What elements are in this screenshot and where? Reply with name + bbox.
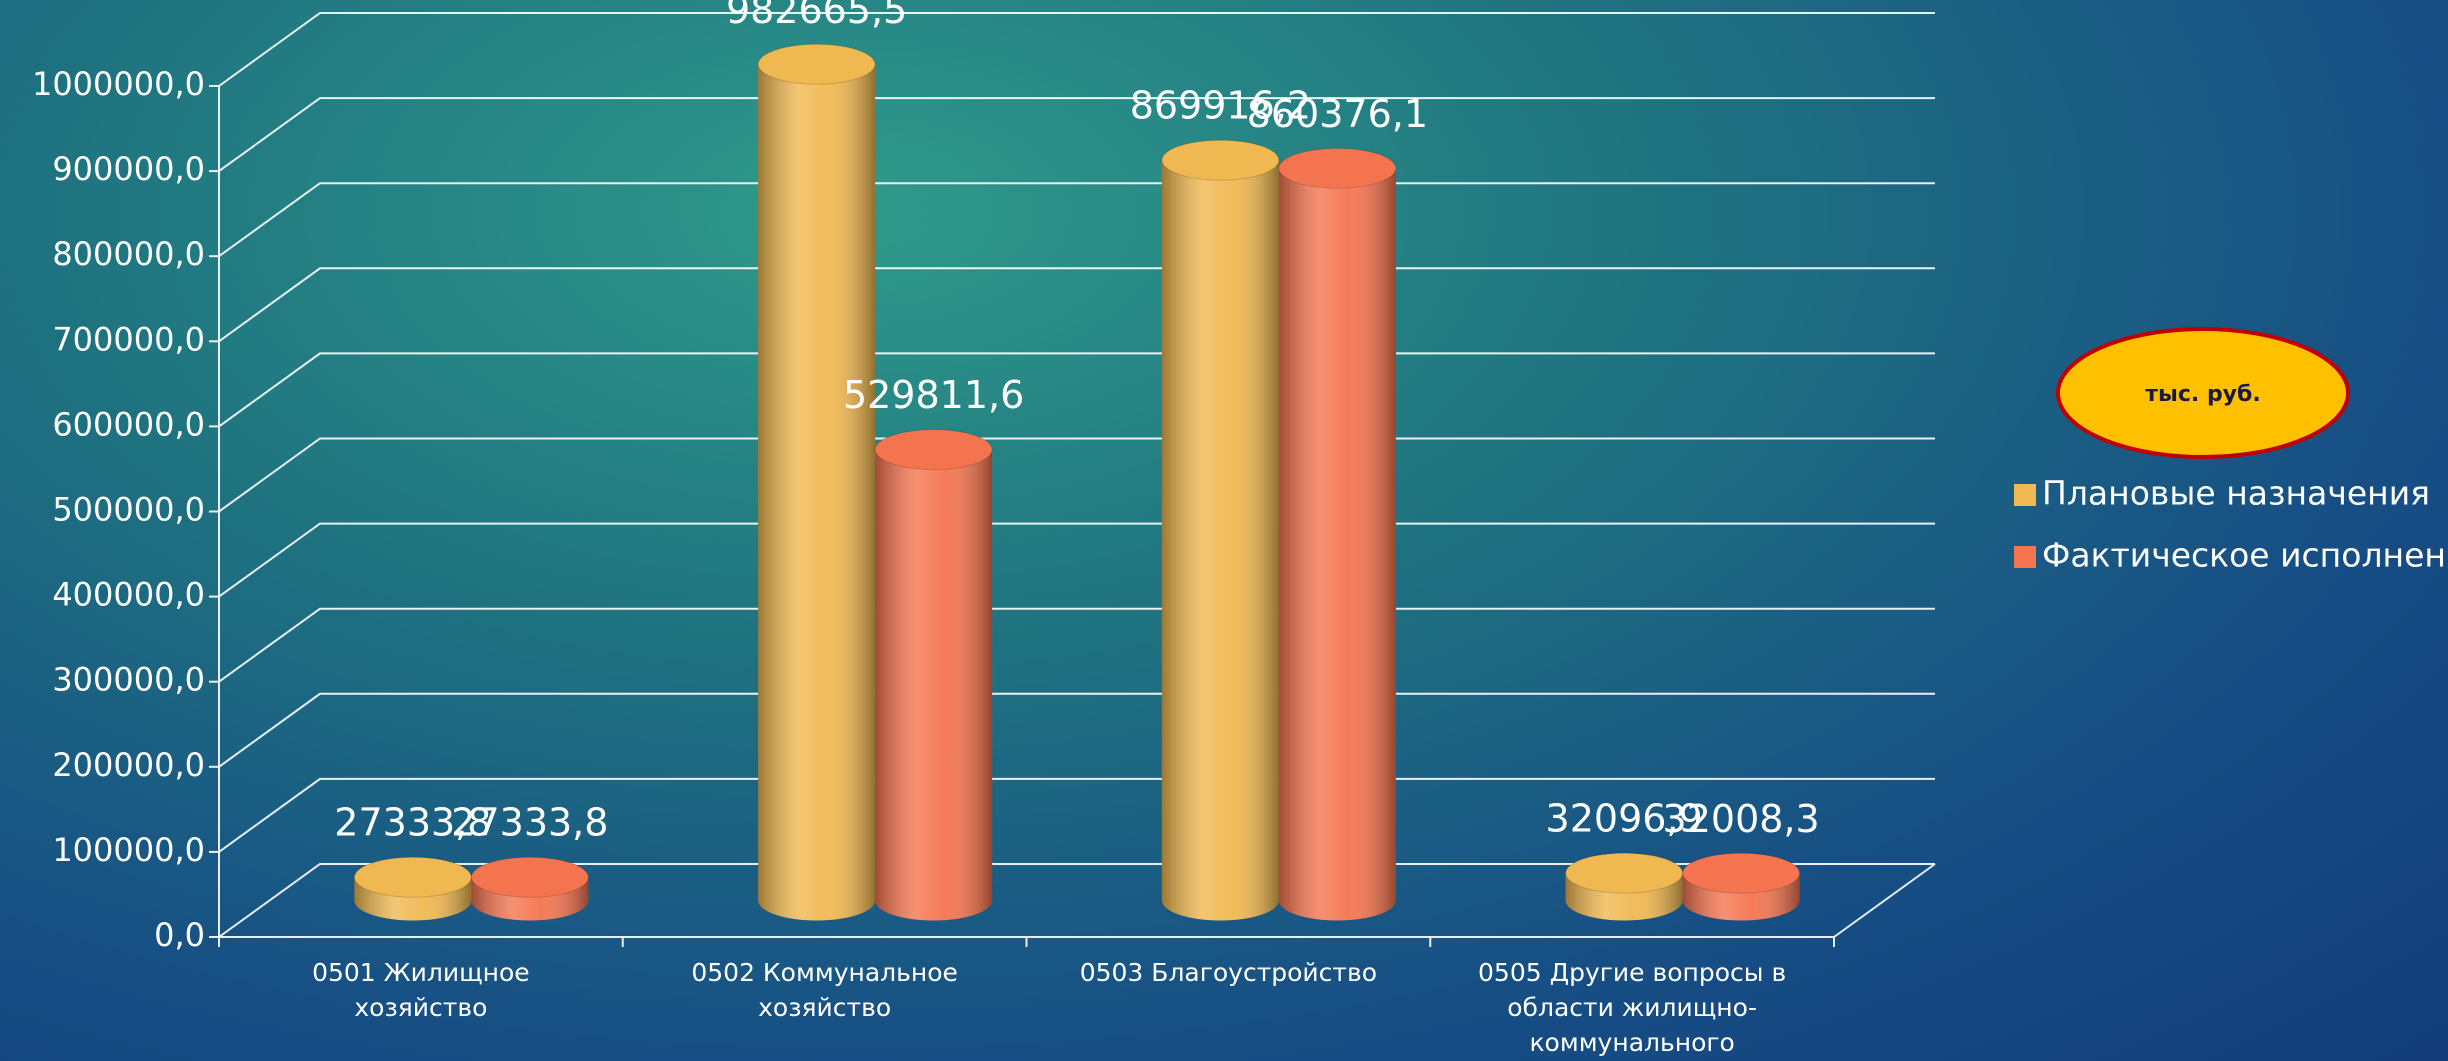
value-label: 529811,6	[843, 373, 1024, 417]
value-label: 27333,8	[334, 801, 491, 845]
cylinder-shade	[875, 449, 993, 921]
legend-swatch	[2014, 484, 2036, 506]
value-label: 869916,2	[1130, 84, 1311, 128]
y-tick-label: 1000000,0	[32, 65, 205, 103]
y-tick-label: 200000,0	[52, 746, 205, 784]
grid-line	[218, 777, 1935, 853]
x-tick-label: 0502 Коммунальное хозяйство	[691, 958, 958, 1022]
grid-line	[218, 12, 1935, 87]
cylinder-top	[1161, 139, 1280, 181]
grid-line	[218, 607, 1935, 683]
unit-badge	[2056, 327, 2350, 459]
value-label: 32096,9	[1546, 797, 1703, 841]
y-tick-label: 0,0	[154, 916, 205, 954]
y-tick-label: 700000,0	[52, 320, 205, 358]
grid-line	[218, 522, 1935, 598]
value-label: 32008,3	[1663, 797, 1820, 841]
y-tick-label: 100000,0	[52, 831, 205, 869]
grid-line	[218, 267, 1935, 343]
y-tick-label: 500000,0	[52, 491, 205, 529]
grid-line	[218, 863, 1935, 938]
cylinder-top	[470, 856, 589, 898]
cylinder-shade	[1278, 168, 1396, 921]
cylinder-top	[353, 856, 472, 898]
legend-label: Фактическое исполнение	[2042, 536, 2448, 575]
unit-label: тыс. руб.	[2145, 382, 2261, 407]
y-tick-label: 900000,0	[52, 150, 205, 188]
y-tick-label: 400000,0	[52, 576, 205, 614]
y-tick-label: 300000,0	[52, 661, 205, 699]
cylinder-top	[757, 43, 876, 85]
grid-line	[218, 692, 1935, 768]
x-tick-label: 0503 Благоустройство	[1079, 958, 1378, 987]
cylinder-shade	[758, 64, 876, 921]
cylinder-top	[1278, 147, 1397, 189]
x-tick-label: 0505 Другие вопросы в области жилищно-ко…	[1478, 958, 1787, 1057]
cylinder-top	[1565, 852, 1684, 894]
grid-line	[218, 97, 1935, 172]
grid-line	[218, 352, 1935, 428]
value-label: 860376,1	[1247, 92, 1428, 136]
value-label: 982665,5	[726, 0, 907, 32]
cylinder-top	[1682, 852, 1801, 894]
legend-swatch	[2014, 546, 2036, 568]
y-tick-label: 800000,0	[52, 235, 205, 273]
legend-label: Плановые назначения	[2042, 474, 2430, 513]
value-label: 27333,8	[451, 801, 608, 845]
x-tick-label: 0501 Жилищное хозяйство	[312, 958, 530, 1022]
floor-edge	[1833, 863, 1936, 938]
grid-line	[218, 182, 1935, 258]
cylinder-top	[874, 429, 993, 471]
grid-line	[218, 437, 1935, 513]
cylinder-shade	[1161, 160, 1279, 921]
y-tick-label: 600000,0	[52, 405, 205, 443]
